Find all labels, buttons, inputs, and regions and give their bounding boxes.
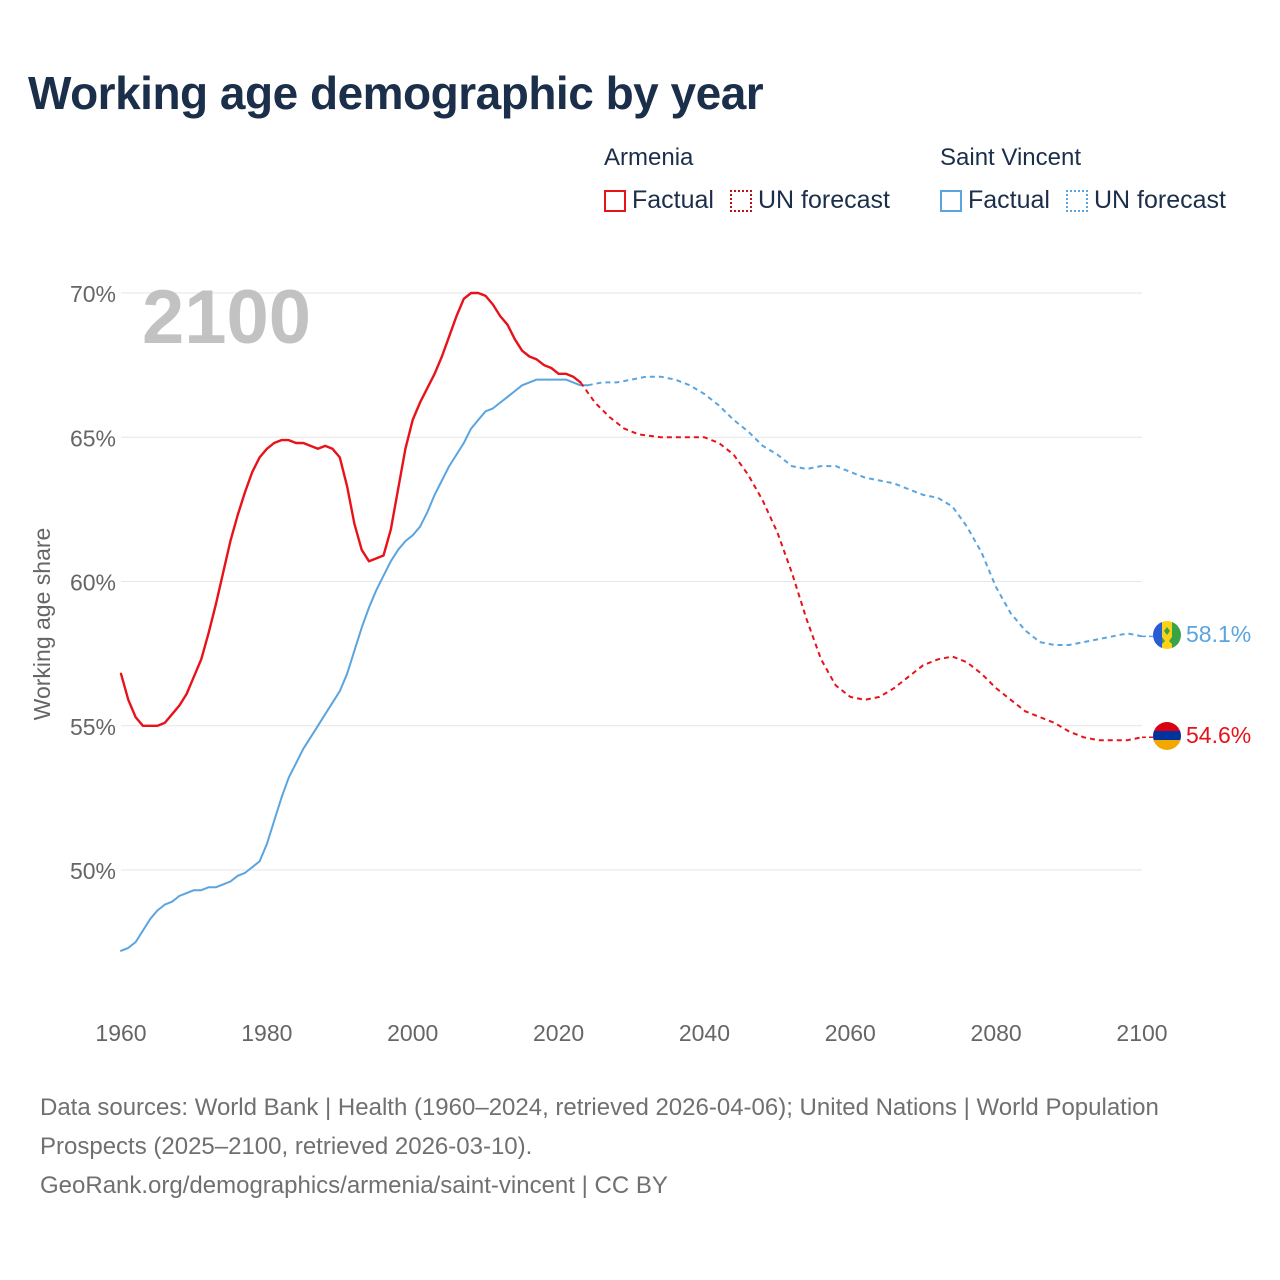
series-line-saint-vincent-forecast [587, 375, 1143, 646]
y-tick-label: 60% [70, 570, 116, 596]
legend-saint-vincent-factual[interactable]: Factual [940, 186, 1050, 215]
legend-group-name: Saint Vincent [940, 144, 1081, 171]
legend-swatch-solid [940, 189, 962, 212]
series-line-armenia-forecast [579, 381, 1143, 742]
legend-label: UN forecast [1093, 186, 1226, 214]
end-label-saint-vincent: 58.1% [1186, 621, 1251, 647]
legend-group-saint-vincent: Saint Vincent Factual UN forecast [940, 144, 1242, 215]
armenia-flag-icon [1153, 722, 1181, 750]
x-tick-label: 2060 [825, 1020, 876, 1046]
legend-group-name: Armenia [604, 144, 694, 171]
legend-label: Factual [632, 186, 714, 214]
series [119, 291, 1153, 952]
x-tick-label: 1960 [95, 1020, 146, 1046]
series-line-saint-vincent-factual [120, 378, 589, 952]
chart-title: Working age demographic by year [28, 67, 764, 119]
x-tick-label: 2100 [1116, 1020, 1167, 1046]
year-watermark: 2100 [142, 275, 311, 360]
legend-label: Factual [968, 186, 1050, 214]
x-tick-label: 2040 [679, 1020, 730, 1046]
y-tick-label: 50% [70, 858, 116, 884]
legend-saint-vincent-forecast[interactable]: UN forecast [1065, 186, 1226, 215]
legend-label: UN forecast [757, 186, 890, 214]
y-tick-label: 65% [70, 425, 116, 451]
source-url-text: GeoRank.org/demographics/armenia/saint-v… [40, 1172, 668, 1199]
legend-armenia-factual[interactable]: Factual [604, 186, 714, 215]
legend-swatch-dotted [729, 189, 752, 212]
axes: 50% 55% 60% 65% 70% 1960 1980 2000 2020 2040 2060 2… [70, 281, 1168, 1046]
legend-group-armenia: Armenia Factual UN forecast [604, 144, 906, 215]
x-tick-label: 1980 [241, 1020, 292, 1046]
end-label-armenia: 54.6% [1186, 722, 1251, 748]
saint-vincent-flag-icon [1153, 621, 1181, 649]
data-sources-text: Data sources: World Bank | Health (1960–… [40, 1094, 1159, 1160]
x-tick-label: 2000 [387, 1020, 438, 1046]
x-tick-label: 2020 [533, 1020, 584, 1046]
y-tick-label: 55% [70, 714, 116, 740]
line-chart: 2100 50% 55% 60% 65% 70% 1960 1980 2000 2020 2040… [29, 275, 1251, 1046]
legend-armenia-forecast[interactable]: UN forecast [729, 186, 890, 215]
legend-swatch-solid [604, 189, 626, 212]
gridlines [121, 292, 1142, 871]
legend-swatch-dotted [1065, 189, 1088, 212]
series-line-armenia-factual [119, 291, 582, 727]
y-axis-label: Working age share [29, 528, 55, 721]
x-tick-label: 2080 [971, 1020, 1022, 1046]
y-tick-label: 70% [70, 281, 116, 307]
footer: Data sources: World Bank | Health (1960–… [40, 1088, 1220, 1205]
